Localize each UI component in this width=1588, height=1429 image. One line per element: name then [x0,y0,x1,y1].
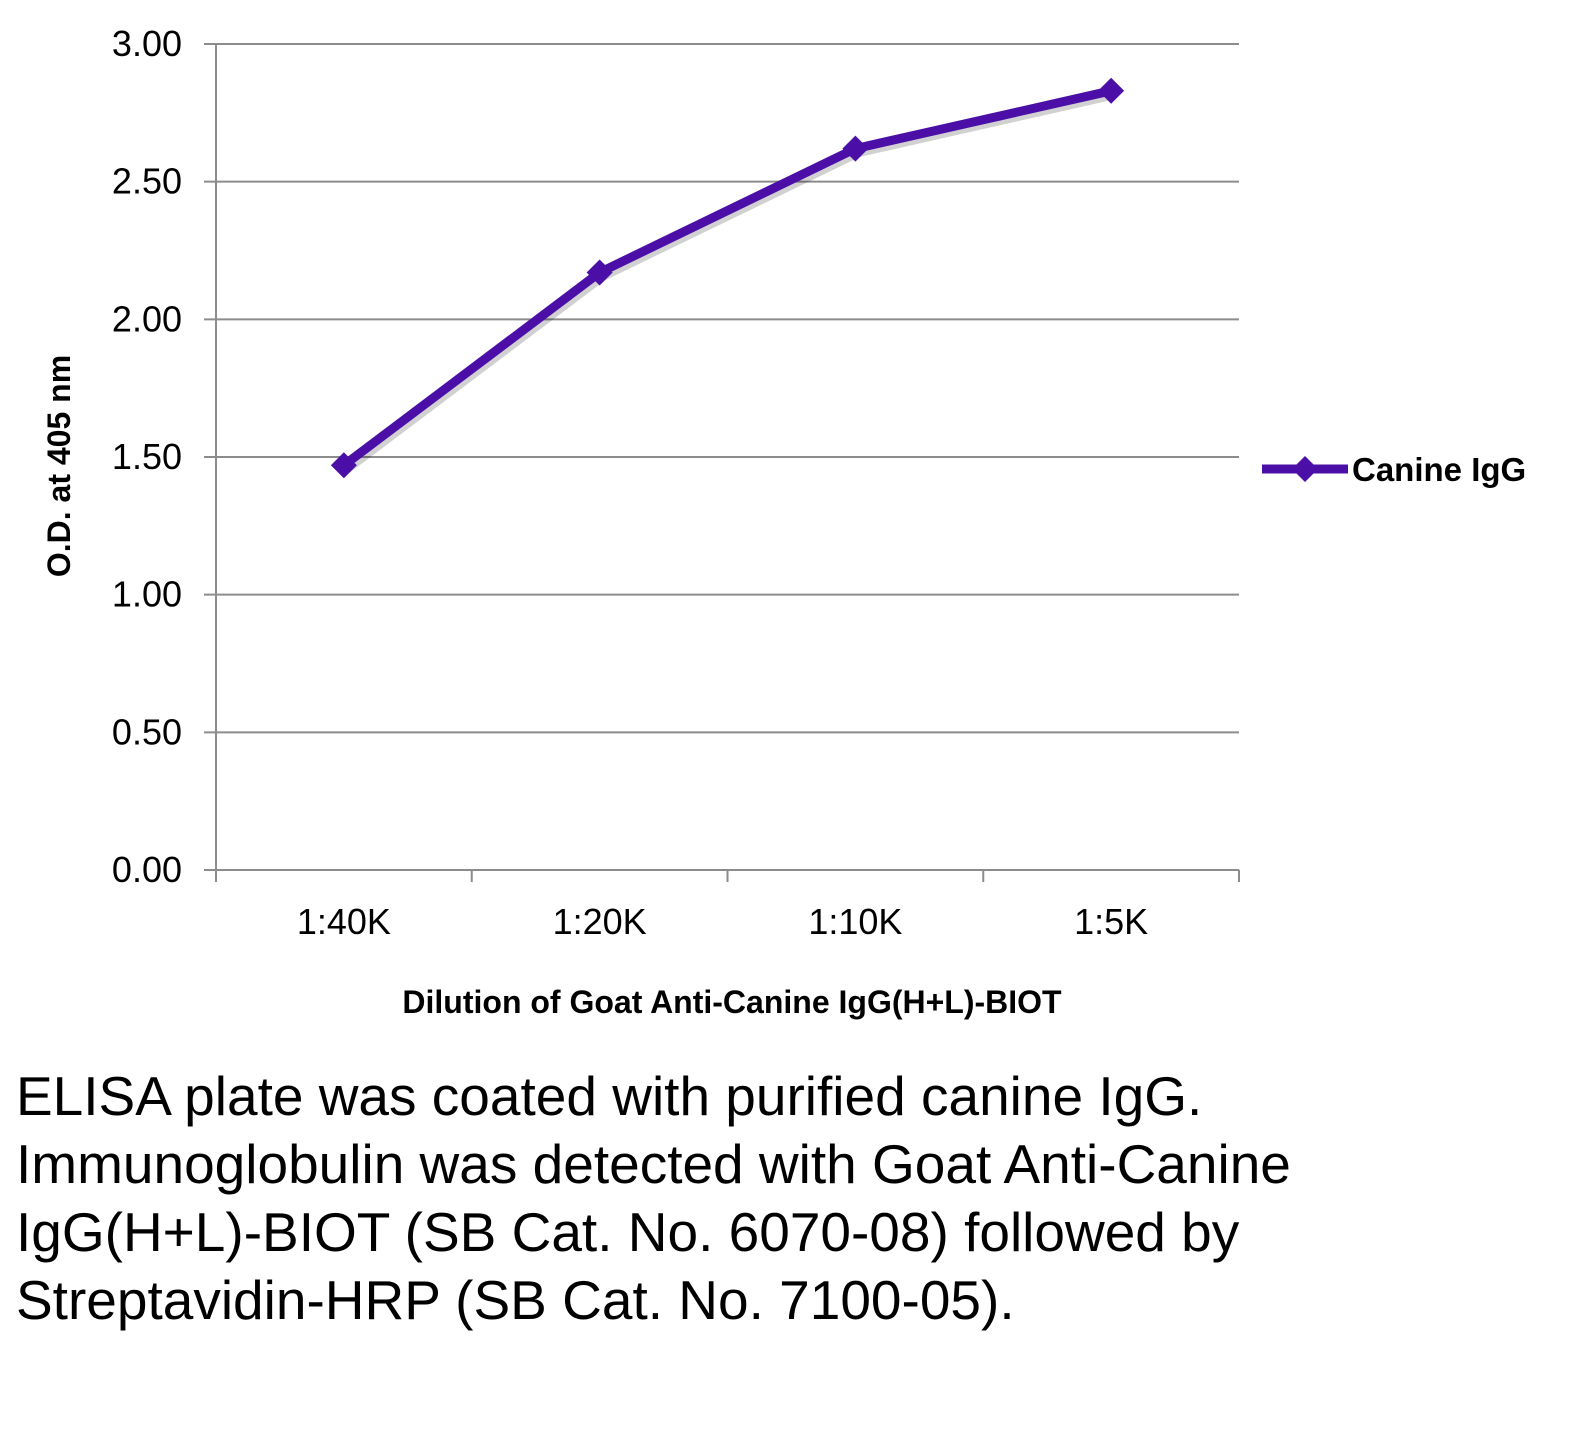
axes [215,44,1240,882]
x-tick-label: 1:20K [553,901,647,942]
series-line-shadow [344,90,1116,473]
y-tick-label: 0.00 [112,849,182,890]
y-tick-label: 3.00 [112,23,182,64]
series-line [339,86,1116,470]
x-tick-label: 1:10K [808,901,902,942]
x-tick-labels: 1:40K 1:20K 1:10K 1:5K [297,901,1148,942]
y-tick-label: 2.00 [112,298,182,339]
legend-label-canine-igg: Canine IgG [1352,451,1526,488]
data-point-marker [842,135,869,162]
x-axis-title: Dilution of Goat Anti-Canine IgG(H+L)-BI… [402,984,1062,1020]
y-tick-label: 0.50 [112,711,182,752]
legend-marker-diamond [1292,456,1318,482]
series-canine-igg [330,77,1125,479]
y-tick-label: 2.50 [112,161,182,202]
x-tick-label: 1:40K [297,901,391,942]
y-tick-label: 1.50 [112,436,182,477]
x-tick-label: 1:5K [1074,901,1148,942]
y-tick-labels: 0.00 0.50 1.00 1.50 2.00 2.50 3.00 [112,23,182,890]
legend: Canine IgG [1262,451,1526,488]
data-point-marker [330,452,357,479]
y-axis-title: O.D. at 405 nm [41,355,77,577]
data-point-marker [586,259,613,286]
line-chart: 0.000.501.001.502.002.503.00 1:40K 1:20K 1… [41,23,1526,1020]
y-tick-label: 1.00 [112,574,182,615]
grid-lines [204,43,1239,871]
data-point-marker [1098,77,1125,104]
figure-caption: ELISA plate was coated with purified can… [16,1065,1291,1331]
